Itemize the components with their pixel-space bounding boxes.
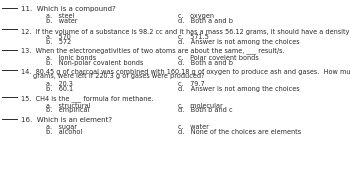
Text: 15.  CH4 is the ___ formula for methane.: 15. CH4 is the ___ formula for methane. <box>21 95 154 102</box>
Text: b.   water: b. water <box>46 18 77 24</box>
Text: c.   molecular: c. molecular <box>178 103 223 109</box>
Text: d.   Both a and b: d. Both a and b <box>178 18 233 24</box>
Text: d.   Answer is not among the choices: d. Answer is not among the choices <box>178 39 300 45</box>
Text: c.   oxygen: c. oxygen <box>178 13 215 19</box>
Text: b.   Non-polar covalent bonds: b. Non-polar covalent bonds <box>46 60 143 66</box>
Text: a.   structural: a. structural <box>46 103 90 109</box>
Text: b.   empirical: b. empirical <box>46 107 89 113</box>
Text: b.   572: b. 572 <box>46 39 71 45</box>
Text: d.   None of the choices are elements: d. None of the choices are elements <box>178 129 302 135</box>
Text: a.   570: a. 570 <box>46 34 70 40</box>
Text: 11.  Which is a compound?: 11. Which is a compound? <box>21 6 116 12</box>
Text: a.   sugar: a. sugar <box>46 124 77 130</box>
Text: b.   alcohol: b. alcohol <box>46 129 82 135</box>
Text: a.   Ionic bonds: a. Ionic bonds <box>46 55 96 61</box>
Text: c.   79.7: c. 79.7 <box>178 81 205 87</box>
Text: 14.  80.45 g of charcoal was combined with 160.18 g of oxygen to produce ash and: 14. 80.45 g of charcoal was combined wit… <box>21 69 350 75</box>
Text: 12.  If the volume of a substance is 98.2 cc and it has a mass 56.12 grams, it s: 12. If the volume of a substance is 98.2… <box>21 27 350 35</box>
Text: 16.  Which is an element?: 16. Which is an element? <box>21 117 112 123</box>
Text: c.   water: c. water <box>178 124 209 130</box>
Text: d.   Both b and c: d. Both b and c <box>178 107 233 113</box>
Text: a.   steel: a. steel <box>46 13 74 19</box>
Text: c.   Polar covelent bonds: c. Polar covelent bonds <box>178 55 259 61</box>
Text: d.   Both a and b: d. Both a and b <box>178 60 233 66</box>
Text: grams, were left if 220.3 g of gases were produced?: grams, were left if 220.3 g of gases wer… <box>33 73 205 79</box>
Text: 13.  When the electronegativities of two atoms are about the same, ___ result/s.: 13. When the electronegativities of two … <box>21 48 285 54</box>
Text: c.   571.5: c. 571.5 <box>178 34 209 40</box>
Text: b.   60.1: b. 60.1 <box>46 86 73 92</box>
Text: d.   Answer is not among the choices: d. Answer is not among the choices <box>178 86 300 92</box>
Text: a.   20.3: a. 20.3 <box>46 81 72 87</box>
